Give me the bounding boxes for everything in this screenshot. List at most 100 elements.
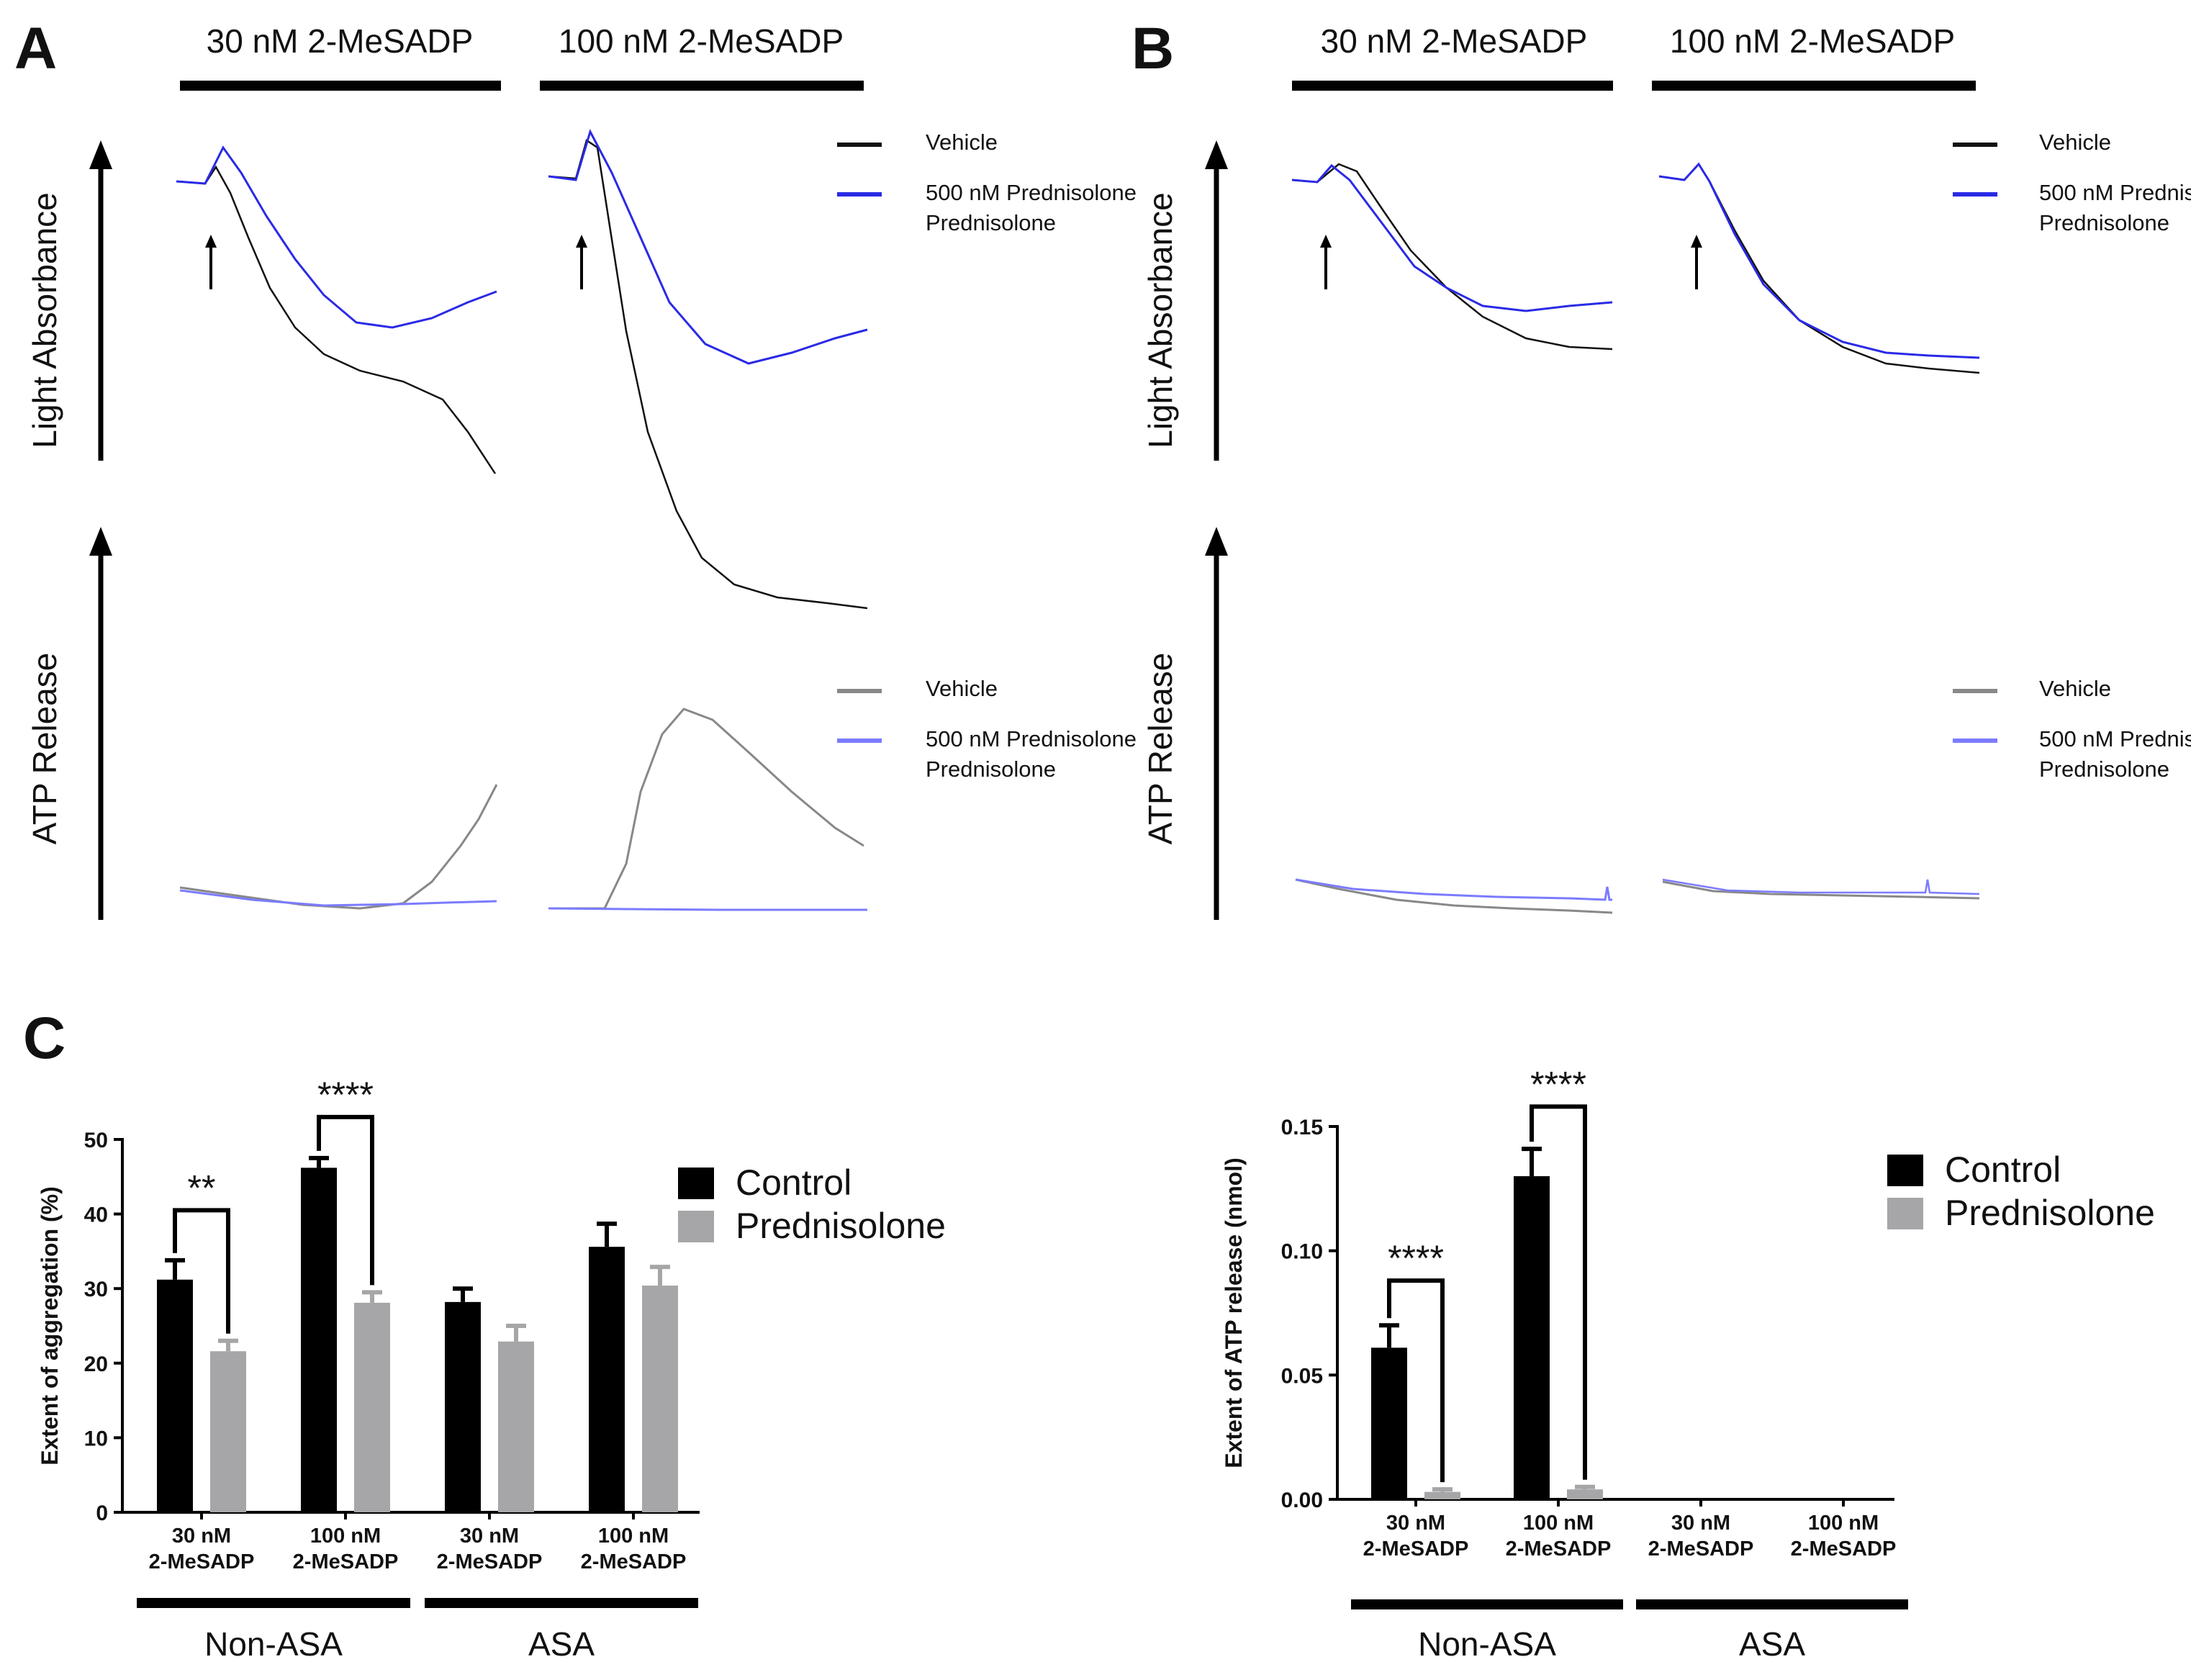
panel-a-atp-arrowhead: [89, 527, 112, 556]
group-bar: [425, 1598, 698, 1608]
significance-label: ****: [1388, 1238, 1444, 1278]
significance-bracket: [1530, 1104, 1587, 1480]
y-tick-label: 10: [84, 1427, 108, 1450]
panel-a-legend-vehicle-swatch: [837, 143, 882, 147]
y-tick-label: 20: [84, 1352, 108, 1376]
x-tick-label: 100 nM: [310, 1525, 381, 1548]
panel-b-agonist-arrowhead-2: [1691, 235, 1702, 248]
panel-b-condition-2: 100 nM 2-MeSADP: [1670, 22, 1955, 60]
x-tick-label: 2-MeSADP: [1791, 1537, 1897, 1561]
panel-a-ylabel-atp: ATP Release: [26, 653, 63, 845]
panel-a-condition-bar-1: [180, 81, 501, 91]
panel-a-trace-vehicle-30nm: [176, 165, 497, 474]
group-bar: [1351, 1599, 1623, 1609]
panel-b-ylabel-atp: ATP Release: [1142, 653, 1179, 845]
panel-a-legend-pred: 500 nM Prednisolone: [926, 180, 1137, 205]
panel-b-legend-atp-vehicle: Vehicle: [2039, 676, 2111, 701]
panel-a-letter: A: [14, 16, 57, 81]
x-tick-label: 2-MeSADP: [437, 1550, 543, 1573]
panel-a-trace-pred-100nm: [548, 129, 868, 365]
y-tick-label: 0.05: [1281, 1364, 1323, 1388]
atp-release-bar-chart: 0.00 0.05 0.10 0.15 Extent of ATP release (n…: [1221, 1064, 2155, 1663]
bar-control: [301, 1168, 337, 1512]
panel-a: A 30 nM 2-MeSADP 100 nM 2-MeSADP Light A…: [14, 16, 1137, 920]
panel-a-legend-atp-pred-swatch: [837, 739, 882, 743]
panel-a-legend-atp-vehicle-swatch: [837, 689, 882, 693]
bar-control: [589, 1247, 625, 1512]
x-tick-label: 100 nM: [1523, 1512, 1594, 1535]
panel-b-legend-pred-swatch: [1953, 192, 1997, 197]
y-tick-label: 30: [84, 1278, 108, 1301]
panel-b-trace-vehicle-100nm: [1658, 162, 1980, 374]
panel-b-atp-arrowhead: [1205, 527, 1228, 556]
significance-label: ****: [317, 1075, 374, 1115]
panel-a-legend-pred-line2: Prednisolone: [926, 210, 1056, 235]
panel-a-trace-vehicle-100nm: [548, 139, 868, 610]
bar-prednisolone: [1567, 1489, 1603, 1499]
y-tick-label: 0.15: [1281, 1116, 1323, 1139]
legend-swatch-prednisolone: [678, 1211, 714, 1242]
panel-a-atp-vehicle-30nm: [179, 784, 498, 910]
panel-b-legend-atp-pred-swatch: [1953, 739, 1997, 743]
panel-a-legend-atp-pred-line2: Prednisolone: [926, 757, 1056, 782]
legend-swatch-control: [1887, 1155, 1923, 1186]
x-tick-label: 30 nM: [1386, 1512, 1445, 1535]
panel-b-atp-pred-30nm: [1295, 878, 1612, 901]
significance-bracket: [1387, 1278, 1445, 1483]
x-tick-label: 2-MeSADP: [293, 1550, 399, 1573]
x-tick-label: 30 nM: [460, 1525, 519, 1548]
panel-b-trace-pred-100nm: [1658, 162, 1980, 359]
panel-a-legend-vehicle: Vehicle: [926, 130, 998, 155]
panel-b-agonist-arrowhead-1: [1320, 235, 1332, 248]
legend-swatch-control: [678, 1168, 714, 1199]
x-tick-label: 2-MeSADP: [581, 1550, 687, 1573]
panel-b-condition-1: 30 nM 2-MeSADP: [1321, 22, 1588, 60]
group-bar: [1636, 1599, 1908, 1609]
panel-b-legend-atp-pred-line2: Prednisolone: [2039, 757, 2169, 782]
panel-b-condition-bar-1: [1292, 81, 1613, 91]
y-tick-label: 0.10: [1281, 1240, 1323, 1264]
panel-b-legend-vehicle-swatch: [1953, 143, 1997, 147]
panel-a-atp-pred-30nm: [179, 889, 497, 907]
panel-b-trace-vehicle-30nm: [1291, 163, 1613, 351]
panel-b-atp-vehicle-30nm: [1295, 878, 1613, 914]
legend-swatch-prednisolone: [1887, 1198, 1923, 1229]
panel-b-atp-pred-100nm: [1662, 878, 1980, 895]
panel-a-absorbance-arrowhead: [89, 140, 112, 169]
group-bar: [137, 1598, 410, 1608]
panel-a-atp-vehicle-100nm: [548, 708, 864, 910]
panel-a-condition-1: 30 nM 2-MeSADP: [207, 22, 474, 60]
significance-bracket: [173, 1208, 230, 1334]
aggregation-bar-chart: 0 10 20 30 40 50 Extent of aggregation (%) 30 n…: [37, 1075, 946, 1663]
y-tick-label: 40: [84, 1203, 108, 1227]
group-label: Non-ASA: [204, 1625, 343, 1663]
group-label: Non-ASA: [1418, 1625, 1556, 1663]
bar-control: [1514, 1176, 1550, 1499]
bar-control: [1371, 1347, 1407, 1499]
panel-b-legend-vehicle: Vehicle: [2039, 130, 2111, 155]
panel-a-agonist-arrowhead-1: [205, 235, 217, 248]
group-label: ASA: [528, 1625, 595, 1663]
panel-b-legend-pred: 500 nM Prednisolone: [2039, 180, 2191, 205]
significance-label: ****: [1530, 1064, 1586, 1104]
bar-control: [445, 1301, 481, 1512]
panel-b-ylabel-absorbance: Light Absorbance: [1142, 192, 1179, 448]
x-tick-label: 100 nM: [598, 1525, 669, 1548]
panel-a-legend-atp-pred: 500 nM Prednisolone: [926, 726, 1137, 751]
x-tick-label: 2-MeSADP: [1363, 1537, 1469, 1561]
panel-a-condition-2: 100 nM 2-MeSADP: [559, 22, 844, 60]
y-axis-label: Extent of ATP release (nmol): [1221, 1157, 1247, 1468]
y-tick-label: 0: [96, 1501, 108, 1525]
significance-label: **: [188, 1168, 216, 1208]
panel-b-absorbance-arrowhead: [1205, 140, 1228, 169]
panel-a-ylabel-absorbance: Light Absorbance: [26, 192, 63, 448]
y-axis-label: Extent of aggregation (%): [37, 1186, 63, 1466]
x-tick-label: 2-MeSADP: [1506, 1537, 1612, 1561]
panel-c-letter: C: [23, 1006, 65, 1071]
x-tick-label: 100 nM: [1808, 1512, 1879, 1535]
panel-b: B 30 nM 2-MeSADP 100 nM 2-MeSADP Light A…: [1131, 16, 2191, 920]
x-tick-label: 30 nM: [172, 1525, 231, 1548]
panel-b-legend-atp-vehicle-swatch: [1953, 689, 1997, 693]
panel-a-condition-bar-2: [540, 81, 864, 91]
